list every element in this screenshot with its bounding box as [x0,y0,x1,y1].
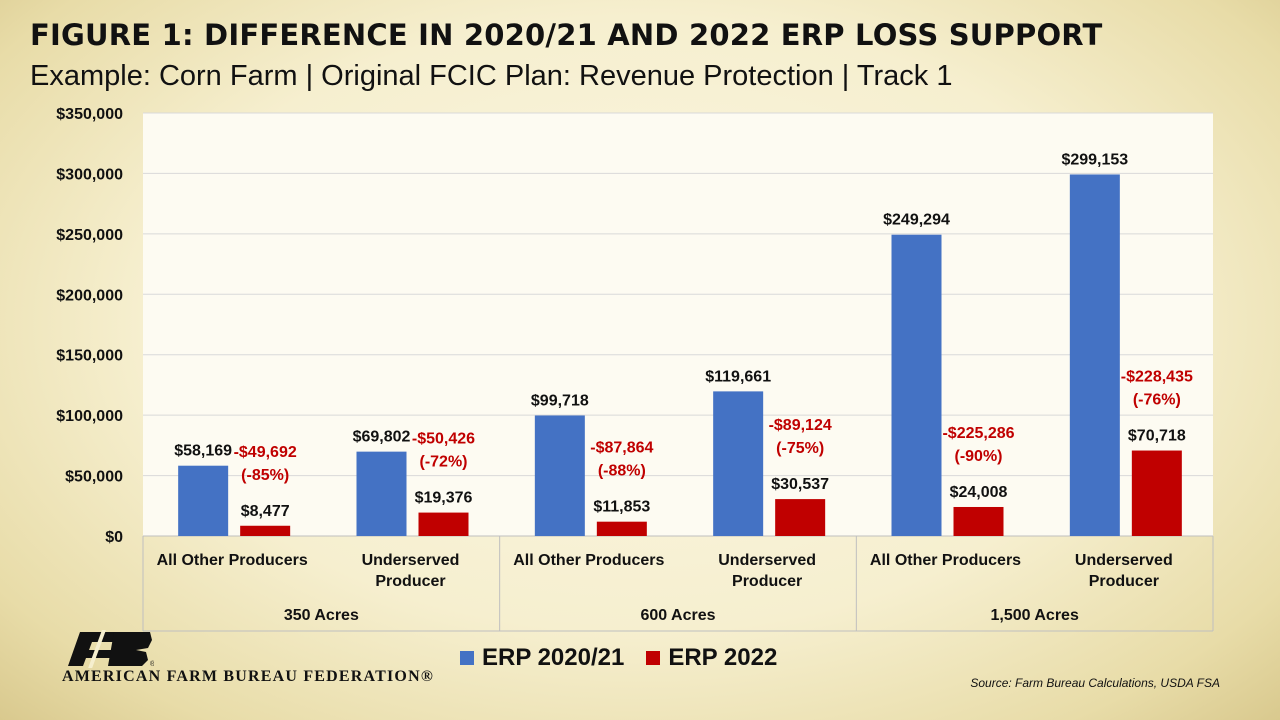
category-label: Underserved [1075,552,1173,569]
svg-text:®: ® [150,660,154,668]
data-label: $8,477 [241,503,290,520]
data-label: $19,376 [415,490,473,507]
legend-item-erp-2022: ERP 2022 [646,644,777,672]
change-annotation: (-72%) [419,454,467,471]
chart-subtitle: Example: Corn Farm | Original FCIC Plan:… [30,60,953,92]
group-label: 350 Acres [284,607,359,624]
chart-title: FIGURE 1: DIFFERENCE IN 2020/21 AND 2022… [30,18,1103,52]
change-annotation: -$49,692 [234,444,297,461]
legend-label-erp-2022: ERP 2022 [668,644,778,671]
category-label: Underserved [362,552,460,569]
data-label: $119,661 [705,368,771,385]
bar-erp-2022 [240,525,291,536]
bar-erp-2020-21 [713,391,764,536]
category-label: Producer [732,573,802,590]
y-tick-label: $0 [105,529,123,546]
bar-erp-2022 [596,521,647,536]
change-annotation: (-90%) [954,448,1002,465]
y-tick-label: $150,000 [56,348,123,365]
bar-erp-2020-21 [534,415,585,536]
y-tick-label: $350,000 [56,106,123,123]
bar-erp-2022 [775,499,826,536]
bar-erp-2022 [418,512,469,536]
bar-erp-2022 [953,506,1004,536]
legend-swatch-erp-2020-21 [460,651,474,665]
y-tick-label: $250,000 [56,227,123,244]
bar-erp-2022 [1131,450,1182,536]
change-annotation: (-88%) [598,463,646,480]
chart-legend: ERP 2020/21 ERP 2022 [460,644,799,672]
organization-name: AMERICAN FARM BUREAU FEDERATION® [62,668,434,685]
change-annotation: -$225,286 [942,425,1014,442]
category-label: All Other Producers [513,552,664,569]
data-label: $24,008 [950,484,1008,501]
y-tick-label: $50,000 [65,469,123,486]
category-label: All Other Producers [157,552,308,569]
change-annotation: -$87,864 [590,440,653,457]
data-label: $69,802 [353,429,411,446]
change-annotation: -$89,124 [769,417,832,434]
plot-area [143,113,1213,536]
data-label: $58,169 [174,443,232,460]
change-annotation: (-85%) [241,467,289,484]
bar-erp-2020-21 [1069,174,1120,537]
change-annotation: -$228,435 [1121,369,1193,386]
change-annotation: -$50,426 [412,431,475,448]
legend-item-erp-2020-21: ERP 2020/21 [460,644,624,672]
bar-erp-2020-21 [891,234,942,536]
data-label: $11,853 [593,499,650,516]
data-label: $299,153 [1061,151,1128,168]
change-annotation: (-75%) [776,440,824,457]
legend-label-erp-2020-21: ERP 2020/21 [482,644,625,671]
change-annotation: (-76%) [1133,392,1181,409]
bar-erp-2020-21 [356,451,407,536]
y-tick-label: $100,000 [56,408,123,425]
data-label: $70,718 [1128,428,1186,445]
source-note: Source: Farm Bureau Calculations, USDA F… [970,676,1220,690]
group-label: 1,500 Acres [990,607,1078,624]
legend-swatch-erp-2022 [646,651,661,665]
data-label: $249,294 [883,212,950,229]
data-label: $30,537 [771,476,829,493]
data-label: $99,718 [531,392,589,409]
y-tick-label: $300,000 [56,166,123,183]
y-tick-label: $200,000 [56,287,123,304]
farm-bureau-logo: ® [68,630,154,668]
group-label: 600 Acres [640,607,715,624]
category-label: All Other Producers [870,552,1021,569]
category-label: Underserved [718,552,816,569]
category-label: Producer [1089,573,1159,590]
category-label: Producer [375,573,445,590]
bar-erp-2020-21 [178,465,229,536]
